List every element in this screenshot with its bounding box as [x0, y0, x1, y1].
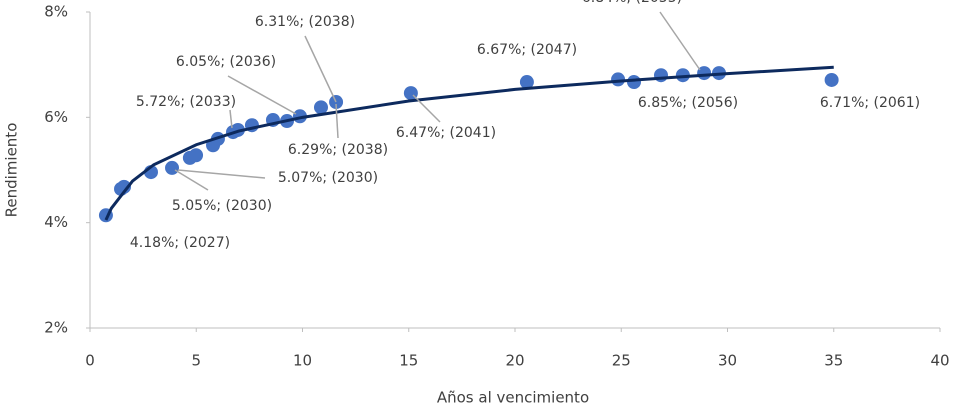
point: [189, 148, 204, 163]
point: [165, 160, 180, 175]
leader-line: [412, 94, 441, 123]
trendline: [104, 65, 834, 221]
point: [519, 75, 534, 90]
x-tick-label: 25: [612, 352, 631, 370]
data-label: 6.85%; (2056): [638, 95, 738, 111]
x-tick-label: 40: [930, 352, 949, 370]
point: [313, 100, 328, 115]
x-tick-label: 15: [399, 352, 418, 370]
point: [329, 95, 344, 110]
point: [675, 68, 690, 83]
x-tick-label: 35: [824, 352, 843, 370]
data-label: 6.29%; (2038): [288, 142, 388, 158]
x-tick-label: 30: [718, 352, 737, 370]
data-label: 6.31%; (2038): [255, 14, 355, 30]
leader-line: [174, 169, 209, 191]
leader-line: [659, 11, 701, 71]
point: [653, 68, 668, 83]
y-tick-label: 8%: [44, 3, 68, 21]
x-tick-label: 5: [191, 352, 201, 370]
data-label: 6.71%; (2061): [820, 95, 920, 111]
x-tick-label: 20: [505, 352, 524, 370]
data-label: 5.07%; (2030): [278, 170, 378, 186]
y-axis-title: Rendimiento: [3, 123, 21, 218]
leader-line: [177, 169, 266, 179]
data-label: 6.47%; (2041): [396, 125, 496, 141]
data-label: 6.67%; (2047): [477, 42, 577, 58]
leader-line: [229, 109, 233, 129]
point: [627, 75, 641, 90]
x-axis-title: Años al vencimiento: [437, 389, 589, 407]
y-tick-label: 6%: [44, 108, 68, 126]
x-tick-label: 10: [293, 352, 312, 370]
data-label: 5.72%; (2033): [136, 94, 236, 110]
leader-line: [335, 103, 339, 139]
point: [117, 179, 131, 194]
y-tick-label: 2%: [44, 319, 68, 337]
data-label: 5.05%; (2030): [172, 198, 272, 214]
data-label: 6.05%; (2036): [176, 54, 276, 70]
data-label: 6.84%; (2055): [582, 0, 682, 6]
leader-line: [304, 35, 337, 103]
x-tick-label: 0: [85, 352, 95, 370]
data-label: 4.18%; (2027): [130, 235, 230, 251]
point: [824, 72, 839, 87]
y-tick-label: 4%: [44, 213, 68, 231]
leader-line: [227, 75, 297, 115]
